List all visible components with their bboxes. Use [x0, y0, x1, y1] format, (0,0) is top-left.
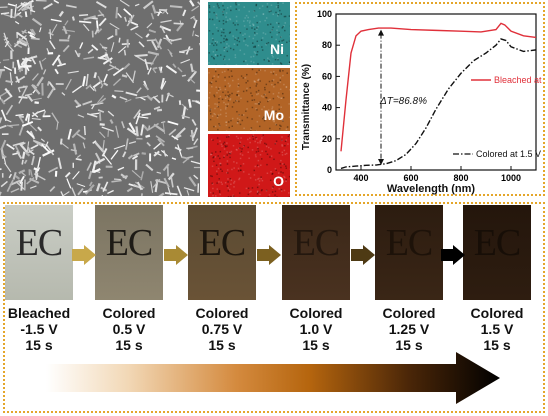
y-axis-label: Transmittance (%) [301, 64, 312, 150]
ec-panel: EC [375, 205, 443, 300]
plot-frame [335, 13, 537, 171]
eds-map-mo: Mo [208, 68, 290, 131]
legend-colored: Colored at 1.5 V [476, 149, 541, 159]
delta-t-annotation: ΔT=86.8% [379, 96, 427, 107]
delta-t-arrowhead [378, 29, 384, 36]
ec-sequence-frame [3, 202, 545, 413]
legend-bleached: Bleached at -1.5 V [494, 75, 544, 85]
series-colored [340, 38, 537, 170]
step-label: Bleached -1.5 V 15 s [0, 305, 79, 353]
chevron-icon [257, 245, 281, 265]
delta-t-arrowhead [378, 159, 384, 166]
x-axis-label: Wavelength (nm) [387, 183, 476, 195]
ec-panel: EC [282, 205, 350, 300]
step-label: Colored 0.75 V 15 s [182, 305, 262, 353]
ec-panel: EC [463, 205, 531, 300]
ec-panel-text: EC [473, 222, 522, 264]
step-label-line3: 15 s [208, 337, 236, 353]
step-label-line2: 1.5 V [480, 321, 514, 337]
step-label-line3: 15 s [395, 337, 423, 353]
step-label-line2: -1.5 V [20, 321, 58, 337]
y-tick-label: 20 [322, 134, 332, 144]
step-label-line1: Bleached [7, 305, 71, 321]
chevron-icon [441, 245, 465, 265]
step-label-line1: Colored [289, 305, 343, 321]
step-label-line3: 15 s [115, 337, 143, 353]
step-label-line1: Colored [382, 305, 436, 321]
step-label-line3: 15 s [25, 337, 53, 353]
chevron-icon [350, 245, 375, 265]
x-tick-label: 1000 [501, 173, 521, 183]
ec-panel-text: EC [292, 222, 341, 264]
x-tick-label: 400 [353, 173, 368, 183]
step-label-line1: Colored [195, 305, 249, 321]
step-label-line2: 1.25 V [388, 321, 430, 337]
step-label-line1: Colored [102, 305, 156, 321]
x-tick-label: 600 [403, 173, 418, 183]
y-tick-label: 60 [322, 71, 332, 81]
step-label: Colored 1.0 V 15 s [276, 305, 356, 353]
eds-o-texture [208, 134, 290, 197]
ec-panel-text: EC [198, 222, 247, 264]
eds-label-o: O [273, 173, 284, 189]
y-tick-label: 100 [317, 9, 332, 19]
step-label: Colored 1.25 V 15 s [369, 305, 449, 353]
gradient-arrow [46, 352, 500, 404]
series-bleached [340, 22, 537, 152]
step-label-line3: 15 s [302, 337, 330, 353]
step-label: Colored 0.5 V 15 s [89, 305, 169, 353]
sem-texture [0, 0, 200, 196]
chevron-icon [163, 245, 188, 265]
step-label-line2: 0.5 V [112, 321, 146, 337]
ec-panel-text: EC [15, 222, 64, 264]
chart-axes: 0 20 40 60 80 100 400 600 800 1000 [317, 9, 537, 183]
ec-panel: EC [188, 205, 256, 300]
x-tick-label: 800 [453, 173, 468, 183]
step-label-line1: Colored [470, 305, 524, 321]
chevron-icon [72, 245, 96, 265]
ec-panel: EC [95, 205, 163, 300]
y-tick-label: 40 [322, 103, 332, 113]
eds-map-ni: Ni [208, 2, 290, 65]
eds-ni-texture [208, 2, 290, 65]
ec-panel-text: EC [385, 222, 434, 264]
step-label: Colored 1.5 V 15 s [457, 305, 537, 353]
step-label-line2: 0.75 V [201, 321, 243, 337]
step-label-line2: 1.0 V [299, 321, 333, 337]
step-label-line3: 15 s [483, 337, 511, 353]
ec-panel-text: EC [105, 222, 154, 264]
eds-map-o: O [208, 134, 290, 197]
y-tick-label: 80 [322, 40, 332, 50]
ec-panel: EC [5, 205, 73, 300]
sem-image [0, 0, 200, 196]
eds-label-mo: Mo [263, 107, 284, 123]
transmittance-chart: 0 20 40 60 80 100 400 600 800 1000 Transmittance … [301, 9, 544, 195]
eds-mo-texture [208, 68, 290, 131]
chart-frame [295, 2, 545, 196]
chart-series [340, 22, 537, 170]
eds-label-ni: Ni [270, 41, 284, 57]
y-tick-label: 0 [327, 165, 332, 175]
